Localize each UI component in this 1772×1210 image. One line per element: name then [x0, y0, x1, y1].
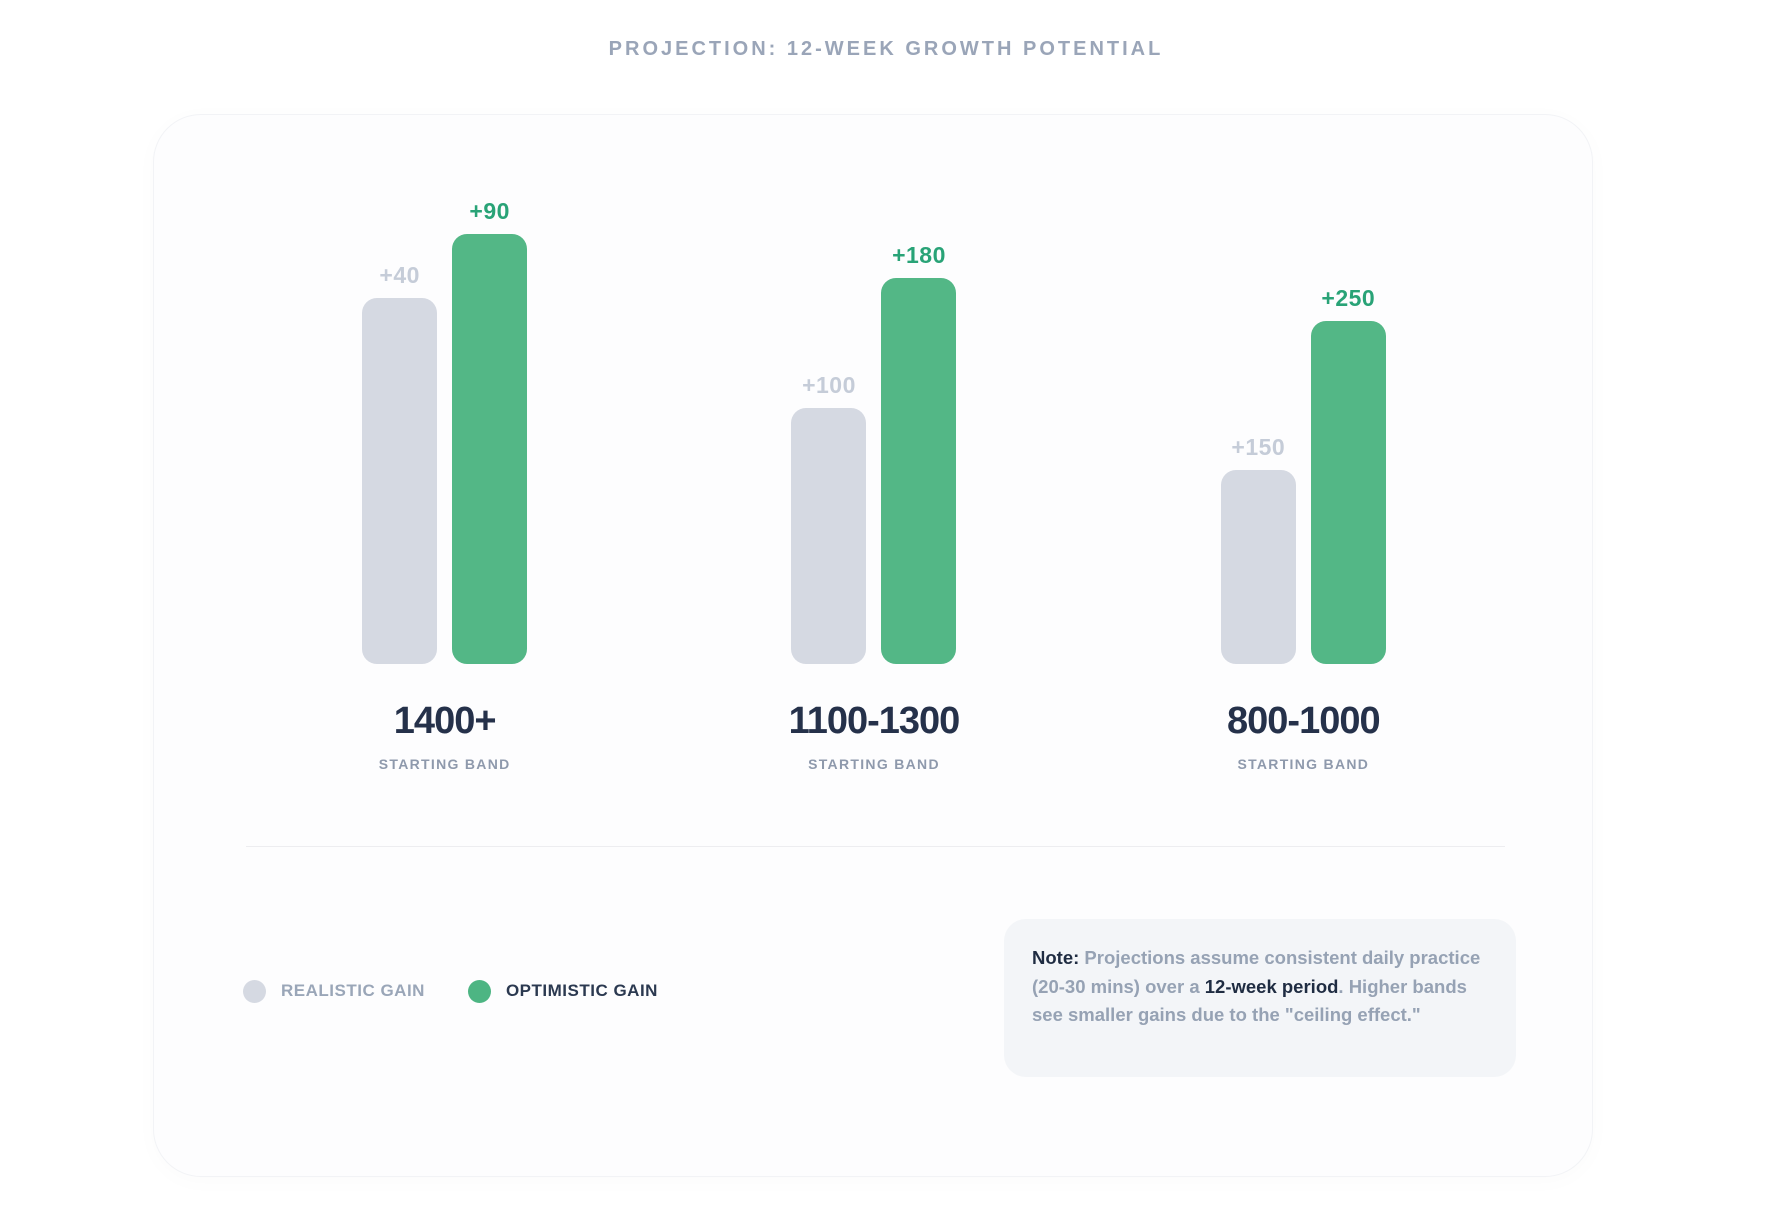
realistic-dot-icon	[243, 979, 266, 1003]
legend-label-optimistic: OPTIMISTIC GAIN	[505, 981, 658, 1000]
legend-item-realistic: REALISTIC GAIN	[243, 979, 425, 1003]
divider-line	[246, 846, 1505, 847]
legend-item-optimistic: OPTIMISTIC GAIN	[467, 979, 658, 1003]
band-label: 1100-1300	[788, 700, 961, 742]
bar-group: +100 +180 1100-1300 STARTING BAND	[659, 115, 1088, 772]
note-label: Note:	[1032, 947, 1080, 968]
bar-value-label-optimistic: +180	[892, 242, 946, 268]
bar-value-label-optimistic: +90	[469, 198, 510, 224]
band-label: 1400+	[393, 700, 497, 742]
chart-legend: REALISTIC GAIN OPTIMISTIC GAIN	[243, 979, 658, 1003]
bar-value-label-realistic: +100	[802, 372, 856, 398]
band-sublabel: STARTING BAND	[1237, 756, 1370, 772]
bar-column-realistic: +40	[362, 262, 438, 664]
note-box: Note: Projections assume consistent dail…	[1004, 919, 1516, 1077]
bar-value-label-optimistic: +250	[1321, 285, 1376, 311]
bar-column-optimistic: +250	[1310, 285, 1386, 664]
bar-optimistic	[452, 234, 528, 664]
chart-title: PROJECTION: 12-WEEK GROWTH POTENTIAL	[608, 38, 1164, 60]
note-text-before: Projections assume consistent daily prac…	[1032, 947, 1481, 997]
band-label: 800-1000	[1227, 700, 1381, 742]
bar-optimistic	[1310, 321, 1386, 664]
bar-pair: +150 +250	[1220, 115, 1386, 664]
bar-column-realistic: +100	[791, 372, 867, 664]
bar-pair: +100 +180	[791, 115, 957, 664]
bar-realistic	[791, 408, 867, 664]
bar-optimistic	[881, 278, 957, 664]
legend-label-realistic: REALISTIC GAIN	[281, 981, 425, 1000]
bar-group: +40 +90 1400+ STARTING BAND	[230, 115, 659, 772]
bar-groups: +40 +90 1400+ STARTING BAND +100 +180 1100-130…	[230, 115, 1518, 772]
band-sublabel: STARTING BAND	[808, 756, 940, 772]
chart-card: +40 +90 1400+ STARTING BAND +100 +180 1100-130…	[153, 114, 1593, 1177]
note-highlight: 12-week period	[1204, 975, 1339, 997]
note-text-after: . Higher bands see smaller gains due to …	[1032, 975, 1467, 1026]
band-sublabel: STARTING BAND	[378, 756, 511, 772]
optimistic-dot-icon	[467, 979, 491, 1003]
bar-group: +150 +250 800-1000 STARTING BAND	[1089, 115, 1518, 772]
bar-value-label-realistic: +40	[379, 262, 420, 288]
bar-realistic	[362, 298, 438, 664]
bar-value-label-realistic: +150	[1231, 434, 1286, 460]
bar-column-optimistic: +90	[452, 198, 528, 664]
bar-column-optimistic: +180	[881, 242, 957, 664]
bar-pair: +40 +90	[362, 115, 528, 664]
bar-realistic	[1220, 470, 1296, 664]
bar-column-realistic: +150	[1220, 434, 1296, 664]
